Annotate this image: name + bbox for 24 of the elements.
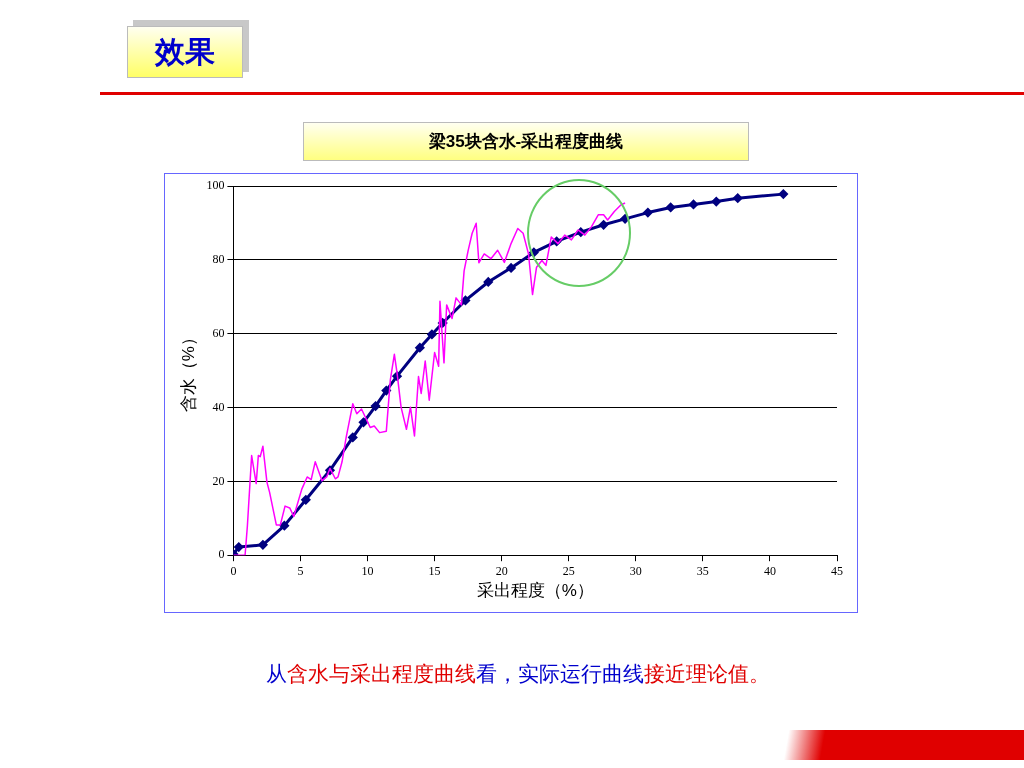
y-tick-label: 0 <box>218 547 225 562</box>
text: 从 <box>266 662 287 685</box>
x-tick-label: 30 <box>629 563 642 578</box>
x-axis-title: 采出程度（%） <box>476 581 594 601</box>
x-tick-label: 5 <box>297 563 304 578</box>
x-tick-label: 15 <box>428 563 441 578</box>
x-tick-label: 25 <box>562 563 575 578</box>
text: 效果 <box>127 26 243 78</box>
x-tick-label: 10 <box>361 563 374 578</box>
x-tick-label: 0 <box>230 563 237 578</box>
x-tick-label: 35 <box>696 563 709 578</box>
text: 接近理论值。 <box>644 662 770 685</box>
y-tick-label: 100 <box>206 178 225 193</box>
x-tick-label: 20 <box>495 563 508 578</box>
y-axis-title: 含水（%） <box>178 329 198 413</box>
chart-title: 梁35块含水-采出程度曲线 <box>303 122 749 161</box>
y-tick-label: 20 <box>212 473 225 488</box>
text: 看，实际运行曲线 <box>476 662 644 685</box>
text: 含水与采出程度曲线 <box>287 662 476 685</box>
y-tick-label: 60 <box>212 325 225 340</box>
y-tick-label: 40 <box>212 399 225 414</box>
x-tick-label: 45 <box>831 563 843 578</box>
x-tick-label: 40 <box>763 563 776 578</box>
y-tick-label: 80 <box>212 252 225 266</box>
